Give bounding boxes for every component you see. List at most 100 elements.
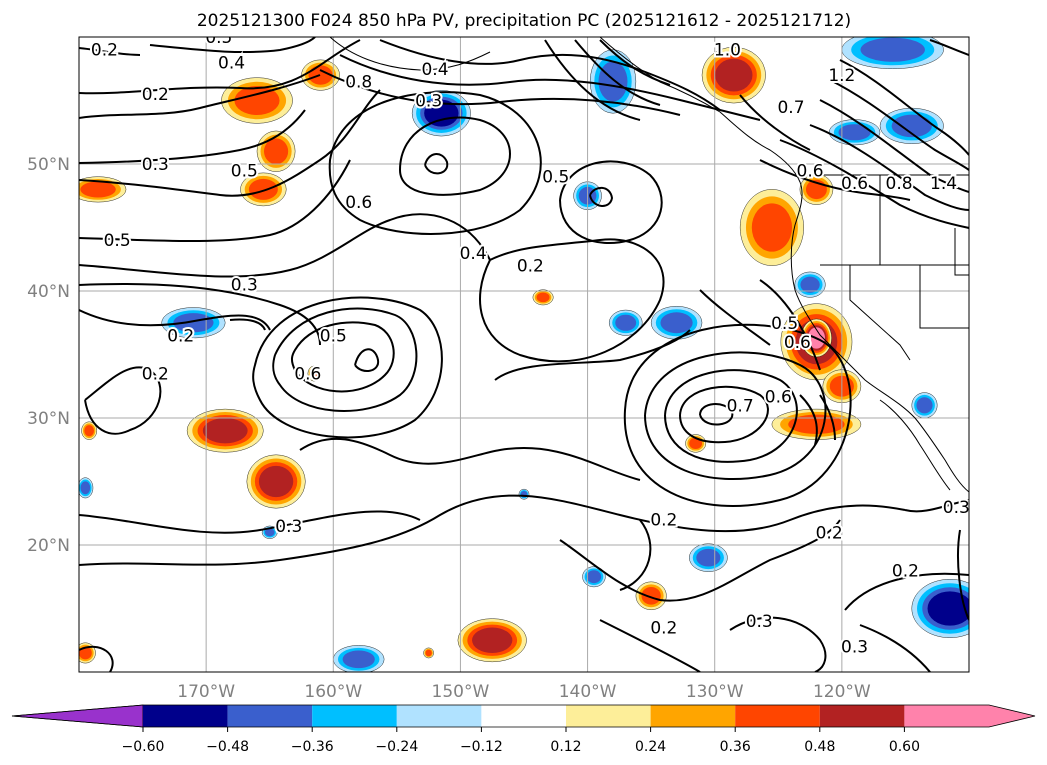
latitude-label: 20°N — [27, 536, 70, 556]
pv-contour — [149, 37, 316, 54]
colorbar-segment — [312, 705, 397, 727]
pv-contour — [494, 329, 691, 381]
pv-contour — [79, 283, 321, 346]
map-gridlines — [79, 37, 969, 672]
precip-level-fill — [424, 99, 459, 127]
contour-label: 0.8 — [886, 174, 913, 194]
coastlines — [329, 37, 969, 493]
precip-blob — [701, 46, 766, 104]
contour-label: 0.2 — [142, 85, 169, 105]
pv-contour — [79, 47, 141, 56]
precip-level-fill — [615, 314, 637, 331]
pv-contour — [679, 385, 769, 444]
colorbar-segment — [566, 705, 651, 727]
pv-contour-lines — [79, 37, 969, 672]
pv-contour — [929, 39, 969, 56]
pv-contour — [379, 39, 721, 111]
pv-contour — [819, 99, 969, 193]
colorbar-segment — [143, 705, 228, 727]
contour-label: 0.6 — [765, 387, 792, 407]
colorbar-tick-label: 0.24 — [635, 739, 666, 755]
map-axis-labels: 20°N 30°N 40°N 50°N 170°W 160°W 150°W 140°W 130°… — [27, 155, 871, 702]
precip-level-fill — [660, 312, 693, 334]
contour-label: 0.2 — [167, 326, 194, 346]
precip-blob — [81, 421, 97, 440]
contour-label: 1.0 — [714, 41, 741, 61]
precip-level-fill — [598, 61, 628, 102]
precip-level-fill — [860, 37, 925, 62]
precip-level-fill — [696, 548, 721, 567]
contour-label: 0.5 — [205, 28, 232, 48]
colorbar-tick-label: 0.48 — [804, 739, 835, 755]
precip-level-fill — [84, 425, 95, 437]
contour-label: 0.5 — [771, 314, 798, 334]
precip-blob — [423, 647, 434, 659]
pv-contour — [859, 624, 931, 672]
contour-label: 0.3 — [142, 155, 169, 175]
contour-label: 0.2 — [892, 561, 919, 581]
contour-label: 0.3 — [231, 276, 258, 296]
precip-level-fill — [80, 181, 116, 198]
contour-label: 0.3 — [415, 92, 442, 112]
precip-level-fill — [79, 646, 92, 660]
pv-contour — [589, 186, 614, 207]
contour-label: 0.7 — [777, 98, 804, 118]
pv-contour — [479, 238, 665, 363]
contour-label: 0.6 — [294, 365, 321, 385]
pv-contour — [644, 351, 827, 481]
north-america-coastline — [599, 37, 969, 493]
contour-label: 0.8 — [345, 72, 372, 92]
pv-contour — [291, 321, 395, 393]
precip-blob — [333, 645, 385, 672]
pv-contour — [79, 510, 421, 534]
us-state-border — [919, 265, 969, 329]
pv-contour — [79, 39, 361, 95]
pv-contour — [809, 124, 969, 211]
pv-contour — [599, 619, 701, 672]
precip-blob — [532, 289, 554, 306]
pv-contour-labels: 0.20.50.40.20.3 0.50.60.50.30.20.2 0.60.50… — [89, 28, 970, 660]
colorbar-segment — [481, 705, 566, 727]
precip-level-fill — [80, 481, 91, 495]
baja-california-coastline — [879, 399, 951, 491]
precip-level-fill — [342, 650, 375, 669]
pv-contour — [819, 394, 836, 441]
contour-label: 0.3 — [943, 498, 970, 518]
pv-contour — [623, 323, 852, 507]
colorbar-tick-label: 0.60 — [889, 739, 920, 755]
colorbar-outline — [11, 704, 1036, 728]
contour-label: 0.6 — [841, 174, 868, 194]
pv-contour — [299, 437, 641, 481]
contour-label: 0.4 — [460, 244, 487, 264]
contour-label: 1.2 — [828, 66, 855, 86]
pv-contour — [229, 318, 266, 331]
map-title: 2025121300 F024 850 hPa PV, precipitatio… — [197, 11, 851, 31]
pv-contour — [544, 39, 641, 121]
us-state-border — [954, 228, 969, 276]
contour-label: 0.6 — [784, 333, 811, 353]
pv-contour — [319, 69, 681, 116]
colorbar-extend-low — [11, 704, 144, 728]
colorbar-tick-label: −0.12 — [460, 739, 503, 755]
precip-blob — [246, 454, 306, 509]
alaska-coastline — [329, 37, 491, 71]
pv-contour — [779, 139, 969, 229]
precip-blob — [582, 566, 606, 588]
pv-contour — [79, 309, 271, 331]
pv-contour — [839, 59, 969, 156]
contour-label: 0.3 — [746, 612, 773, 632]
contour-label: 0.6 — [345, 193, 372, 213]
pv-contour — [79, 494, 906, 566]
precip-level-fill — [234, 86, 280, 115]
contour-label: 0.6 — [797, 161, 824, 181]
precip-blob — [240, 172, 287, 207]
pv-contour — [328, 91, 542, 235]
pv-contour — [904, 499, 969, 513]
precip-level-fill — [891, 114, 932, 138]
colorbar-segment — [819, 705, 905, 727]
pv-contour — [599, 39, 671, 86]
pv-contour — [272, 307, 418, 412]
contour-label: 0.3 — [841, 638, 868, 658]
contour-label: 0.2 — [142, 365, 169, 385]
contour-label: 0.4 — [421, 60, 448, 80]
